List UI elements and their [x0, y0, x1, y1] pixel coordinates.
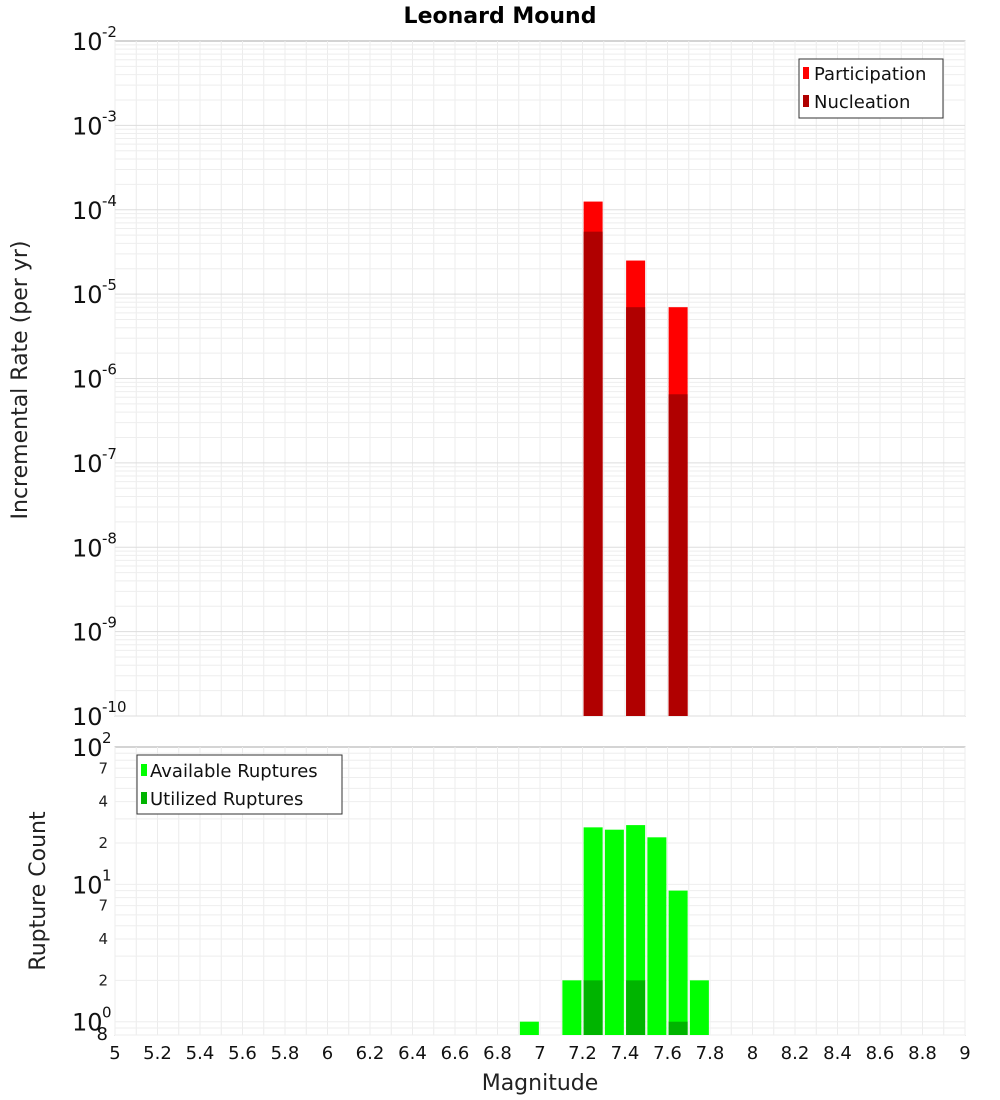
bar-available-ruptures-7.75	[689, 980, 709, 1035]
bar-nucleation-7.45	[626, 307, 646, 716]
rate-y-tick-label: 10	[72, 534, 103, 562]
count-x-ticks: 5 5.2 5.4 5.6 5.8 6 6.2 6.4 6.6 6.8 7 7.2 7.4 7.6 7.8 8…	[109, 1043, 970, 1064]
rate-grid	[114, 41, 966, 717]
chart-title: Leonard Mound	[404, 4, 597, 29]
x-tick-label: 5.8	[271, 1043, 300, 1064]
legend-label-utilized: Utilized Ruptures	[150, 789, 303, 810]
x-tick-label: 7	[534, 1043, 545, 1064]
count-y-tick-label: 10	[72, 1009, 103, 1037]
bar-nucleation-7.65	[668, 394, 688, 716]
bar-utilized-ruptures-7.45	[626, 980, 646, 1035]
legend-swatch-nucleation	[803, 95, 809, 107]
bar-available-ruptures-7.55	[647, 837, 667, 1035]
x-tick-label: 8.6	[866, 1043, 895, 1064]
rate-y-tick-label: 10	[72, 112, 103, 140]
x-tick-label: 7.4	[611, 1043, 640, 1064]
bar-nucleation-7.25	[583, 231, 603, 716]
count-y-minor-tick-label: 2	[98, 971, 108, 989]
legend-label-nucleation: Nucleation	[814, 92, 910, 113]
x-tick-label: 8.2	[781, 1043, 810, 1064]
rate-y-axis-label: Incremental Rate (per yr)	[8, 241, 33, 520]
count-y-minor-tick-label: 7	[98, 897, 108, 915]
bar-available-ruptures-6.95	[519, 1021, 539, 1035]
rate-legend-box	[798, 58, 944, 119]
bar-utilized-ruptures-7.25	[583, 980, 603, 1035]
x-tick-label: 9	[959, 1043, 970, 1064]
rate-y-tick-label: 10	[72, 703, 103, 731]
count-bars	[519, 825, 709, 1035]
rate-y-tick-label: 10	[72, 619, 103, 647]
count-y-tick-exponent: 1	[102, 866, 112, 884]
rate-y-tick-exponent: -6	[102, 361, 117, 379]
x-tick-label: 6	[322, 1043, 333, 1064]
x-tick-label: 8.8	[908, 1043, 937, 1064]
x-tick-label: 5	[109, 1043, 120, 1064]
rate-y-tick-label: 10	[72, 28, 103, 56]
count-y-minor-tick-label: 8	[97, 1024, 108, 1045]
bar-utilized-ruptures-7.65	[668, 1021, 688, 1035]
x-tick-label: 6.8	[483, 1043, 512, 1064]
x-tick-label: 6.2	[356, 1043, 385, 1064]
count-legend-box	[136, 754, 343, 815]
x-tick-label: 8	[747, 1043, 758, 1064]
rate-y-tick-exponent: -3	[102, 107, 117, 125]
count-legend: Available Ruptures Utilized Ruptures	[136, 754, 343, 815]
legend-swatch-available	[141, 764, 147, 776]
rate-y-tick-label: 10	[72, 366, 103, 394]
rate-panel: 10-210-310-410-510-610-710-810-910-10 In…	[8, 23, 966, 731]
x-axis-label: Magnitude	[482, 1071, 599, 1096]
count-y-tick-exponent: 2	[102, 729, 112, 747]
rate-y-tick-exponent: -8	[102, 529, 117, 547]
count-y-minor-tick-label: 4	[98, 930, 108, 948]
rate-y-tick-exponent: -4	[102, 192, 117, 210]
x-tick-label: 6.6	[441, 1043, 470, 1064]
count-y-tick-label: 10	[72, 871, 103, 899]
rate-y-tick-exponent: -10	[102, 698, 127, 716]
rate-y-tick-exponent: -2	[102, 23, 117, 41]
count-y-tick-label: 10	[72, 734, 103, 762]
legend-swatch-participation	[803, 67, 809, 79]
x-tick-label: 5.2	[143, 1043, 172, 1064]
x-tick-label: 5.4	[186, 1043, 215, 1064]
x-tick-label: 7.8	[696, 1043, 725, 1064]
count-y-tick-exponent: 0	[102, 1004, 112, 1022]
x-tick-label: 8.4	[823, 1043, 852, 1064]
bar-available-ruptures-7.15	[562, 980, 582, 1035]
rate-y-tick-exponent: -5	[102, 276, 117, 294]
rate-y-ticks: 10-210-310-410-510-610-710-810-910-10	[72, 23, 127, 731]
rate-y-tick-exponent: -9	[102, 614, 117, 632]
count-y-minor-tick-label: 7	[98, 759, 108, 777]
count-y-minor-tick-label: 4	[98, 793, 108, 811]
legend-label-participation: Participation	[814, 64, 926, 85]
bar-available-ruptures-7.35	[604, 829, 624, 1035]
rate-legend: Participation Nucleation	[798, 58, 944, 119]
x-tick-label: 7.6	[653, 1043, 682, 1064]
legend-label-available: Available Ruptures	[150, 761, 318, 782]
legend-swatch-utilized	[141, 792, 147, 804]
x-tick-label: 6.4	[398, 1043, 427, 1064]
rate-y-tick-label: 10	[72, 281, 103, 309]
x-tick-label: 7.2	[568, 1043, 597, 1064]
count-y-axis-label: Rupture Count	[26, 811, 51, 971]
rate-y-tick-label: 10	[72, 197, 103, 225]
bar-available-ruptures-7.65	[668, 890, 688, 1035]
x-tick-label: 5.6	[228, 1043, 257, 1064]
count-y-minor-tick-label: 2	[98, 834, 108, 852]
rate-y-tick-exponent: -7	[102, 445, 117, 463]
rate-bars	[583, 201, 688, 716]
rate-y-tick-label: 10	[72, 450, 103, 478]
